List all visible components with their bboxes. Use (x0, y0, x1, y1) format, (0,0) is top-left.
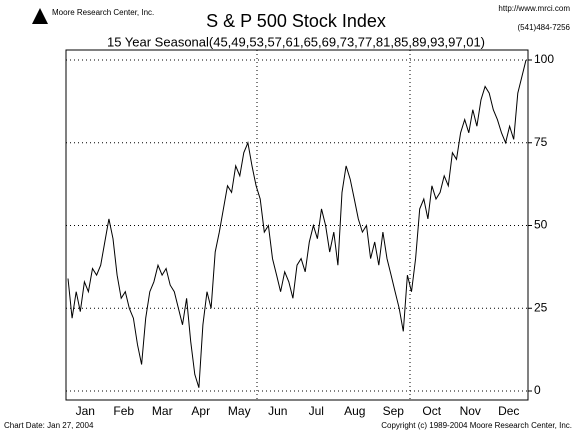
x-tick-label: Apr (191, 404, 210, 418)
phone: (541)484-7256 (518, 23, 571, 32)
chart-title: S & P 500 Stock Index (206, 11, 386, 31)
copyright: Copyright (c) 1989-2004 Moore Research C… (381, 421, 572, 430)
url: http://www.mrci.com (498, 4, 570, 13)
y-tick-label: 50 (534, 218, 548, 232)
y-tick-label: 25 (534, 300, 548, 314)
logo: Moore Research Center, Inc. (52, 8, 154, 17)
x-tick-label: Jun (268, 404, 287, 418)
x-tick-label: Aug (344, 404, 365, 418)
x-tick-label: Sep (383, 404, 405, 418)
y-tick-label: 0 (534, 383, 541, 397)
x-tick-label: Jan (76, 404, 95, 418)
chart-date: Chart Date: Jan 27, 2004 (4, 421, 94, 430)
chart-subtitle: 15 Year Seasonal(45,49,53,57,61,65,69,73… (107, 34, 485, 49)
x-tick-label: Feb (113, 404, 134, 418)
line-series (67, 59, 527, 388)
y-tick-label: 75 (534, 135, 548, 149)
logo-icon (32, 8, 48, 24)
x-tick-label: May (228, 404, 251, 418)
x-tick-label: Jul (309, 404, 324, 418)
x-tick-label: Oct (422, 404, 441, 418)
y-tick-label: 100 (534, 52, 554, 66)
x-tick-label: Dec (498, 404, 519, 418)
x-tick-label: Mar (152, 404, 173, 418)
x-tick-label: Nov (460, 404, 481, 418)
